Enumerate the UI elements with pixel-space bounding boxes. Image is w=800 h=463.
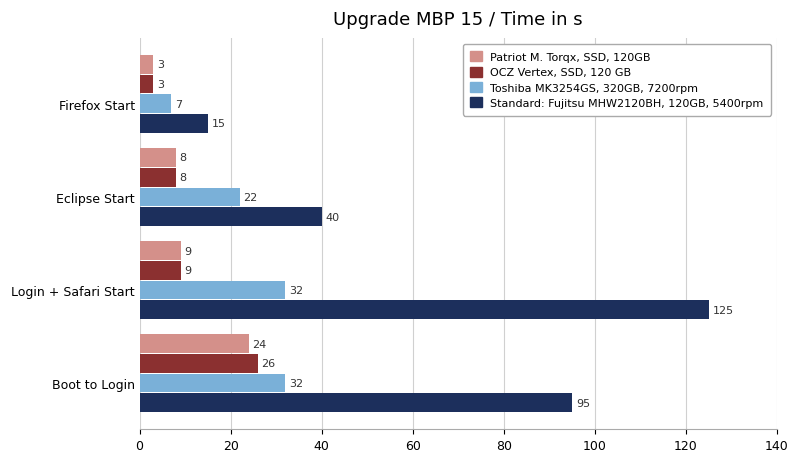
Bar <box>139 208 322 226</box>
Text: 95: 95 <box>576 398 590 408</box>
Text: 15: 15 <box>211 119 226 129</box>
Bar <box>139 95 171 114</box>
Bar <box>139 149 176 168</box>
Text: 22: 22 <box>243 193 258 202</box>
Text: 125: 125 <box>712 305 734 315</box>
Legend: Patriot M. Torqx, SSD, 120GB, OCZ Vertex, SSD, 120 GB, Toshiba MK3254GS, 320GB, : Patriot M. Torqx, SSD, 120GB, OCZ Vertex… <box>462 44 771 116</box>
Bar <box>139 242 181 260</box>
Text: 3: 3 <box>157 80 164 90</box>
Text: 8: 8 <box>180 153 186 163</box>
Bar <box>139 188 240 207</box>
Text: 26: 26 <box>262 359 276 369</box>
Title: Upgrade MBP 15 / Time in s: Upgrade MBP 15 / Time in s <box>334 11 583 29</box>
Text: 32: 32 <box>289 378 303 388</box>
Bar <box>139 394 572 413</box>
Text: 9: 9 <box>184 266 191 275</box>
Text: 9: 9 <box>184 246 191 256</box>
Bar <box>139 335 249 353</box>
Text: 3: 3 <box>157 60 164 70</box>
Bar <box>139 115 208 133</box>
Bar <box>139 262 181 280</box>
Bar <box>139 300 709 319</box>
Bar <box>139 281 286 300</box>
Text: 32: 32 <box>289 285 303 295</box>
Bar <box>139 374 286 393</box>
Text: 40: 40 <box>326 212 339 222</box>
Bar <box>139 56 154 75</box>
Bar <box>139 169 176 187</box>
Bar <box>139 75 154 94</box>
Text: 7: 7 <box>175 100 182 109</box>
Text: 24: 24 <box>253 339 266 349</box>
Bar <box>139 354 258 373</box>
Text: 8: 8 <box>180 173 186 183</box>
